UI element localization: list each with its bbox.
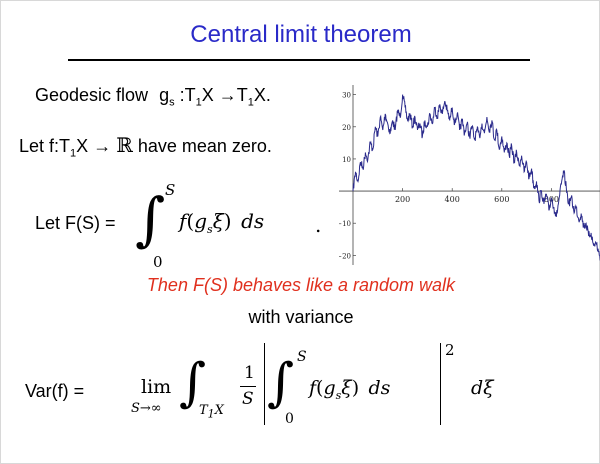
fraction-bar <box>240 386 256 387</box>
domain-t: T <box>184 85 196 105</box>
inner-integral-upper: S <box>297 349 307 365</box>
let-f-x: X <box>76 136 89 156</box>
let-f-text: Let f:T <box>19 136 71 156</box>
abs-right-bar <box>440 343 441 425</box>
limit-operator: lim <box>141 376 172 398</box>
fraction-numerator: 1 <box>244 363 255 383</box>
fraction-denominator: S <box>242 389 254 409</box>
inner-integrand: f(gsξ) ds <box>309 377 391 402</box>
codomain-t: T <box>236 85 248 105</box>
inner-integral-lower: 0 <box>285 411 294 427</box>
x-tick-label: 600 <box>494 195 509 204</box>
x-tick-label: 200 <box>395 195 410 204</box>
domain-x: X <box>201 85 214 105</box>
geodesic-flow-line: Geodesic flow gs :T1X →T1X. <box>35 85 271 109</box>
arrow: → <box>218 85 237 105</box>
variance-label-left: Var(f) = <box>25 381 85 401</box>
geodesic-flow-text: Geodesic flow <box>35 85 149 105</box>
mean-zero-text: have mean zero. <box>137 136 272 156</box>
y-tick-label: 20 <box>342 124 351 132</box>
flow-symbol: gs <box>159 85 175 109</box>
integral-sign: ∫ <box>135 185 166 253</box>
variance-label: with variance <box>248 307 354 327</box>
codomain-x: X. <box>253 85 271 105</box>
abs-left-bar <box>264 343 265 425</box>
slide-title: Central limit theorem <box>190 21 412 48</box>
y-tick-label: −10 <box>339 220 351 228</box>
y-tick-label: 10 <box>342 156 351 164</box>
let-f-of-s-label: Let F(S) = <box>35 213 116 233</box>
d-xi: dξ <box>471 377 494 399</box>
codomain-sub: 1 <box>247 96 254 109</box>
reals-symbol: ℝ <box>116 133 133 157</box>
outer-integral-domain: T1X <box>199 403 224 421</box>
limit-subscript: S→∞ <box>131 401 162 416</box>
x-tick-label: 400 <box>445 195 460 204</box>
y-tick-label: −20 <box>339 252 351 260</box>
exponent-two: 2 <box>445 341 455 359</box>
title-underline <box>68 59 530 61</box>
arrow: → <box>93 136 112 156</box>
y-tick-label: 30 <box>342 92 351 100</box>
period: . <box>315 213 322 237</box>
integral-upper-limit: S <box>165 181 176 199</box>
random-walk-statement: Then F(S) behaves like a random walk <box>146 275 456 295</box>
chart-axes <box>339 85 600 265</box>
let-f-sub: 1 <box>70 147 77 160</box>
inner-integral-sign: ∫ <box>267 353 295 413</box>
mean-zero-line: Let f:T1X → ℝ have mean zero. <box>19 133 272 160</box>
random-walk-series <box>352 94 600 261</box>
colon: : <box>179 85 185 105</box>
f-of-s-integrand: f(gsξ) ds <box>179 209 265 236</box>
domain-sub: 1 <box>195 96 202 109</box>
outer-integral-sign: ∫ <box>179 353 207 413</box>
integral-lower-limit: 0 <box>153 253 163 271</box>
